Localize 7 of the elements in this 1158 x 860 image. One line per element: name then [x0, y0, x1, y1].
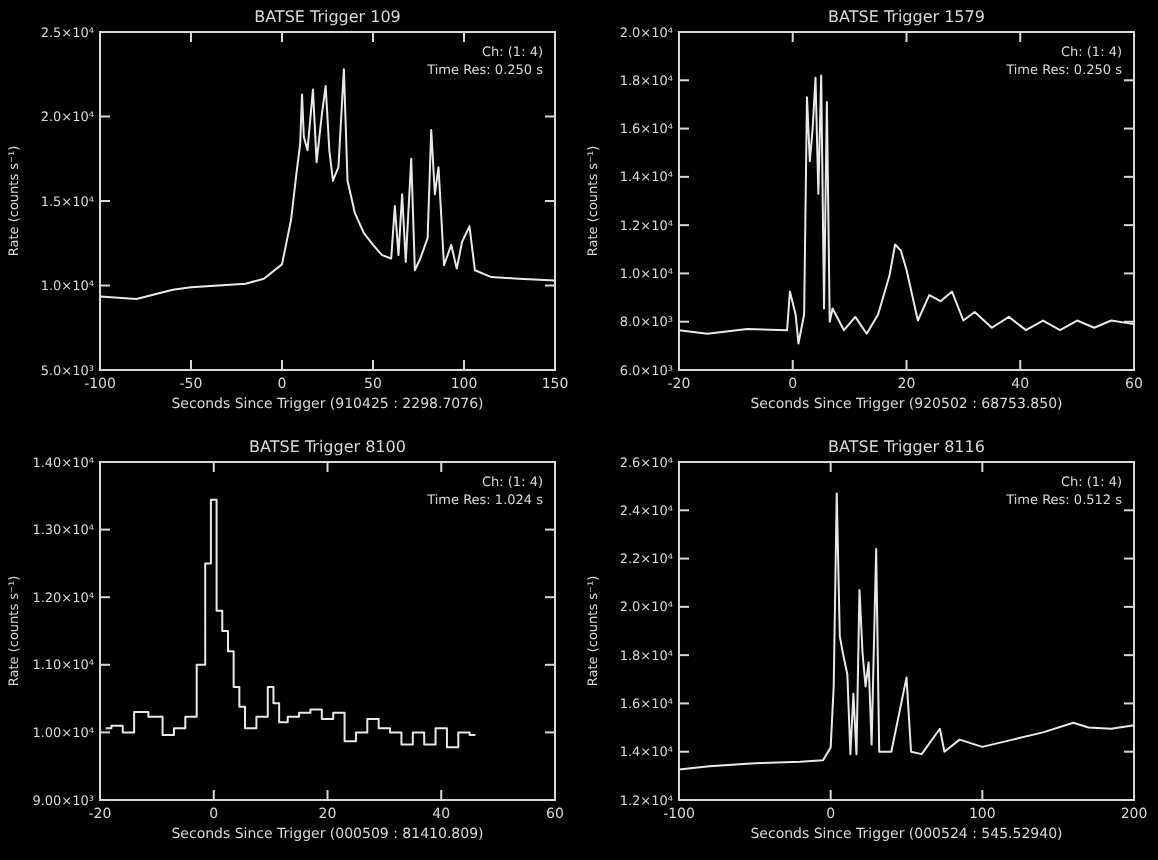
chart-title: BATSE Trigger 1579 [828, 8, 985, 26]
line-series [99, 68, 556, 301]
chart-title: BATSE Trigger 8100 [249, 438, 406, 456]
line-series [678, 74, 1135, 345]
chart-title: BATSE Trigger 109 [254, 8, 401, 26]
line-series [678, 492, 1135, 771]
chart-title: BATSE Trigger 8116 [828, 438, 985, 456]
